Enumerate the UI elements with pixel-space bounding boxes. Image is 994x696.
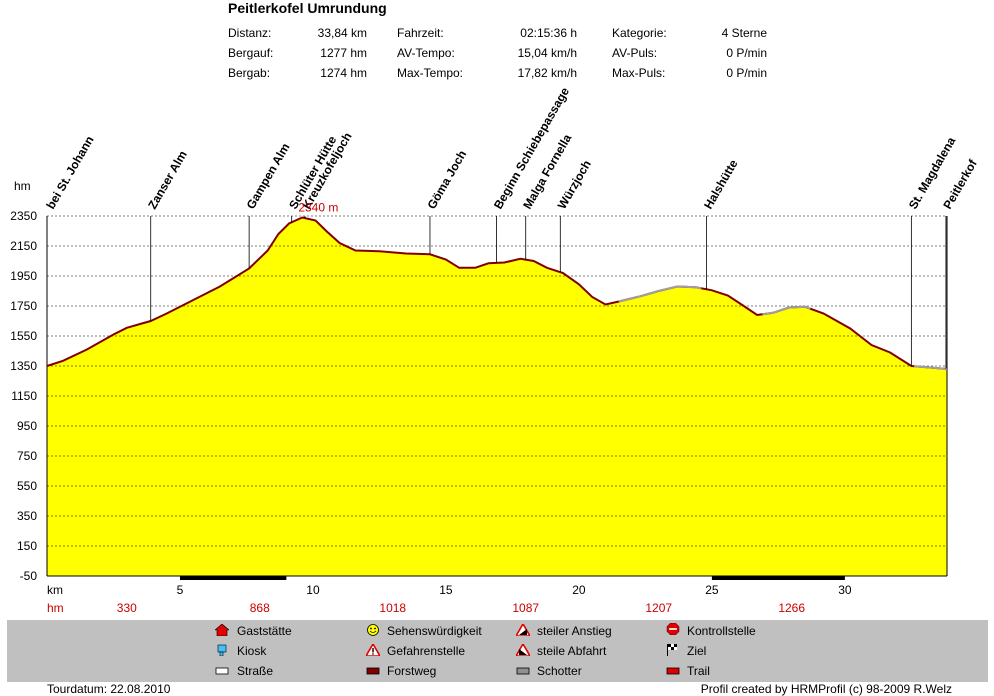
steep-climb-icon	[516, 624, 530, 636]
stat-label: AV-Tempo:	[397, 46, 455, 60]
waypoint-label: Halshütte	[701, 157, 741, 212]
legend-label: Forstweg	[387, 664, 437, 678]
y-tick-label: 2350	[10, 209, 37, 223]
warning-icon	[366, 644, 380, 656]
y-tick-label: 350	[17, 509, 37, 523]
stat-value: 1277 hm	[320, 46, 367, 60]
hm-row-value: 1266	[778, 601, 805, 615]
hm-row-value: 330	[117, 601, 137, 615]
elevation-area	[47, 217, 947, 576]
y-tick-label: 1750	[10, 299, 37, 313]
steep-descent-icon	[516, 644, 530, 656]
smiley-icon	[367, 624, 379, 636]
y-tick-label: 2150	[10, 239, 37, 253]
waypoint-label: bei St. Johann	[43, 133, 96, 211]
gravel-segment-line	[618, 285, 702, 303]
forest-road-icon	[366, 667, 380, 675]
finish-flag-icon	[667, 644, 677, 656]
stat-label: Distanz:	[228, 26, 272, 40]
x-tick-label: 5	[177, 583, 184, 597]
hm-row-value: 1087	[512, 601, 539, 615]
stat-value: 15,04 km/h	[517, 46, 577, 60]
axis-bar	[711, 576, 845, 580]
legend-label: Gaststätte	[237, 624, 292, 638]
waypoint-label: Würzjoch	[555, 158, 594, 212]
page-title: Peitlerkofel Umrundung	[228, 0, 387, 16]
stat-value: 1274 hm	[320, 66, 367, 80]
y-tick-label: 550	[17, 479, 37, 493]
hm-row-value: 1207	[645, 601, 672, 615]
y-tick-label: 150	[17, 539, 37, 553]
y-tick-label: 1350	[10, 359, 37, 373]
y-tick-label: 1150	[11, 389, 37, 403]
legend-label: Kiosk	[237, 644, 267, 658]
kiosk-icon	[217, 644, 227, 656]
legend-label: Schotter	[537, 664, 582, 678]
stat-value: 0 P/min	[726, 66, 767, 80]
stat-value: 4 Sterne	[721, 26, 767, 40]
road-icon	[215, 667, 229, 675]
max-elevation-label: 2340 m	[298, 201, 338, 215]
x-tick-label: 30	[838, 583, 852, 597]
legend-label: steiler Anstieg	[537, 624, 612, 638]
hm-row-value: 868	[250, 601, 270, 615]
stat-label: Fahrzeit:	[397, 26, 444, 40]
legend-label: Ziel	[687, 644, 707, 658]
gravel-icon	[516, 667, 530, 675]
hm-row-label: hm	[47, 601, 64, 615]
gravel-segment-line	[762, 305, 811, 316]
x-tick-label: 25	[705, 583, 719, 597]
legend-label: steile Abfahrt	[537, 644, 607, 658]
legend-label: Kontrollstelle	[687, 624, 756, 638]
y-tick-label: 950	[17, 419, 37, 433]
stop-icon	[666, 623, 680, 635]
waypoint-label: Peitlerkof	[940, 156, 980, 211]
y-tick-label: -50	[20, 569, 38, 583]
y-tick-label: 1950	[10, 269, 37, 283]
stat-label: AV-Puls:	[612, 46, 658, 60]
gravel-segment-line	[913, 365, 948, 370]
house-icon	[215, 624, 229, 636]
elevation-chart: 2350 2150 1950 1750 1550 1350 1150 950 750 550 350…	[10, 85, 980, 615]
stat-label: Max-Tempo:	[397, 66, 464, 80]
y-axis-label: hm	[14, 179, 31, 193]
waypoint-label: Göma Joch	[424, 148, 469, 212]
x-axis-label: km	[47, 583, 63, 597]
stat-value: 33,84 km	[317, 26, 367, 40]
tour-date: Tourdatum: 22.08.2010	[47, 682, 171, 696]
stat-label: Max-Puls:	[612, 66, 666, 80]
stat-label: Kategorie:	[612, 26, 667, 40]
credits: Profil created by HRMProfil (c) 98-2009 …	[700, 682, 952, 696]
stat-value: 17,82 km/h	[517, 66, 577, 80]
x-tick-label: 15	[439, 583, 453, 597]
waypoint-label: Zanser Alm	[145, 148, 190, 211]
legend-label: Straße	[237, 664, 274, 678]
legend-label: Sehenswürdigkeit	[387, 624, 482, 638]
waypoint-label: Gampen Alm	[244, 141, 293, 212]
trail-icon	[666, 667, 680, 675]
axis-bar	[179, 576, 287, 580]
legend: Gaststätte Kiosk Straße Sehenswürdigkeit…	[7, 620, 988, 682]
x-tick-label: 10	[306, 583, 320, 597]
x-tick-label: 20	[572, 583, 586, 597]
stat-label: Bergauf:	[228, 46, 274, 60]
stat-value: 02:15:36 h	[520, 26, 577, 40]
y-tick-label: 1550	[10, 329, 37, 343]
stat-label: Bergab:	[228, 66, 271, 80]
legend-label: Trail	[687, 664, 710, 678]
stat-value: 0 P/min	[726, 46, 767, 60]
y-tick-label: 750	[17, 449, 37, 463]
legend-label: Gefahrenstelle	[387, 644, 466, 658]
hm-row-value: 1018	[379, 601, 406, 615]
